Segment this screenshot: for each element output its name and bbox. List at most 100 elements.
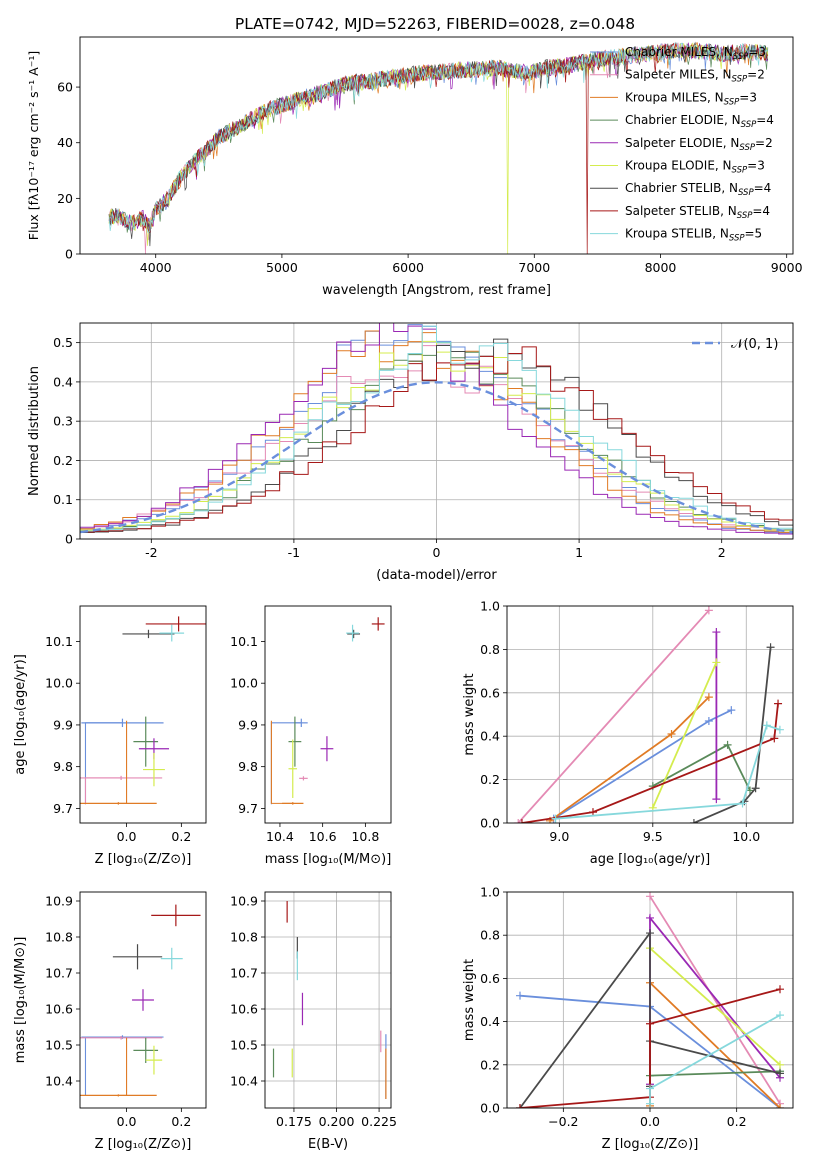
legend: Chabrier MILES, NSSP=3 Salpeter MILES, NS… [590, 45, 774, 244]
x-tick-label: 0.200 [319, 1114, 355, 1129]
weight-marker [723, 740, 732, 749]
y-tick-label: 10.5 [45, 1038, 73, 1053]
axes-frame [79, 322, 794, 540]
x-tick-label: 4000 [140, 260, 172, 275]
y-axis-label: mass weight [462, 959, 477, 1041]
weight-marker [667, 730, 676, 739]
x-axis-label: mass [log₁₀(M/M⊙)] [265, 852, 392, 867]
legend-entry: Chabrier STELIB, NSSP=4 [625, 181, 771, 198]
weight-marker [704, 606, 713, 615]
y-tick-label: 9.8 [53, 759, 73, 774]
x-axis-label: Z [log₁₀(Z/Z⊙)] [95, 852, 192, 867]
y-tick-label: 10.7 [230, 966, 258, 981]
y-tick-label: 10.6 [45, 1002, 73, 1017]
spectrum-line [108, 41, 769, 254]
y-tick-label: 0.8 [480, 642, 500, 657]
x-tick-label: 0.225 [361, 1114, 397, 1129]
x-tick-label: 0.2 [171, 829, 191, 844]
weight-marker [776, 1069, 784, 1078]
legend-entry: 𝒩(0, 1) [731, 337, 778, 352]
x-tick-label: 10.4 [266, 829, 294, 844]
y-tick-label: 10.8 [45, 930, 73, 945]
y-tick-label: 0.2 [53, 453, 73, 468]
x-tick-label: -1 [288, 545, 300, 560]
legend-entry: Salpeter STELIB, NSSP=4 [625, 204, 770, 221]
x-tick-label: 9.5 [643, 829, 663, 844]
y-tick-label: 9.7 [53, 801, 73, 816]
y-tick-label: 0.4 [480, 729, 500, 744]
legend-entry: Kroupa MILES, NSSP=3 [625, 90, 757, 107]
weight-marker [551, 814, 560, 823]
y-tick-label: 10.6 [230, 1002, 258, 1017]
y-tick-label: 40 [57, 135, 73, 150]
weight-line [521, 703, 779, 823]
weight-line [651, 662, 718, 809]
y-axis-label: Normed distribution [27, 366, 42, 496]
weight-marker [776, 1060, 784, 1069]
normal-curve [80, 381, 793, 534]
y-tick-label: 9.9 [238, 717, 258, 732]
x-tick-label: 10.8 [351, 829, 379, 844]
connector-line [118, 1037, 128, 1096]
y-tick-label: 1.0 [480, 885, 500, 900]
weight-marker [762, 721, 771, 730]
y-tick-label: 10.7 [45, 966, 73, 981]
axes-frame [79, 891, 207, 1109]
axes-frame [79, 36, 794, 255]
y-tick-label: 0 [65, 532, 73, 547]
x-axis-label: Z [log₁₀(Z/Z⊙)] [602, 1137, 699, 1152]
y-tick-label: 0.0 [480, 1101, 500, 1116]
weight-marker [776, 985, 784, 994]
panel-age_vs_Z: 0.0 0.2 9.7 9.8 9.9 10.0 10.1 Z [log₁₀(Z/Z⊙)] ag… [13, 605, 207, 867]
x-tick-label: 0.175 [276, 1114, 312, 1129]
x-tick-label: 0.0 [117, 829, 137, 844]
y-tick-label: 0.3 [53, 414, 73, 429]
legend-entry: Kroupa ELODIE, NSSP=3 [625, 159, 765, 176]
y-tick-label: 0.1 [53, 492, 73, 507]
weight-marker [776, 1104, 784, 1108]
weight-marker [514, 819, 523, 823]
y-tick-label: 10.0 [45, 676, 73, 691]
panel-weight_vs_Z: −0.2 0.0 0.2 0.0 0.2 0.4 0.6 0.8 1.0 Z [log₁₀(Z/Z… [462, 885, 794, 1152]
plot-area-weight_vs_age [514, 606, 784, 823]
y-tick-label: 0.4 [53, 374, 73, 389]
x-tick-label: -2 [145, 545, 157, 560]
y-tick-label: 10.4 [230, 1074, 258, 1089]
x-tick-label: 8000 [645, 260, 677, 275]
x-axis-label: (data-model)/error [376, 568, 497, 583]
weight-line [555, 724, 781, 820]
weight-line [553, 709, 732, 820]
connector-line [118, 720, 128, 804]
legend-entry: Chabrier ELODIE, NSSP=4 [625, 113, 774, 130]
x-tick-label: 9.0 [549, 829, 569, 844]
weight-line [693, 647, 772, 823]
weight-marker [727, 706, 736, 715]
x-tick-label: 2 [718, 545, 726, 560]
weight-marker [516, 1104, 524, 1108]
weight-marker [776, 1011, 784, 1020]
x-axis-label: age [log₁₀(age/yr)] [590, 852, 711, 867]
axes-frame [506, 891, 794, 1109]
weight-marker [704, 717, 713, 726]
y-tick-label: 10.5 [230, 1038, 258, 1053]
legend-entry: Kroupa STELIB, NSSP=5 [625, 227, 762, 244]
y-tick-label: 0.8 [480, 928, 500, 943]
y-tick-label: 10.8 [230, 930, 258, 945]
y-tick-label: 0.2 [480, 772, 500, 787]
plot-area-age_vs_Z [80, 616, 206, 805]
weight-marker [774, 699, 783, 708]
y-tick-label: 10.0 [230, 676, 258, 691]
weight-marker [516, 991, 524, 1000]
x-tick-label: 0.2 [171, 1114, 191, 1129]
legend-entry: Chabrier MILES, NSSP=3 [625, 45, 766, 62]
y-tick-label: 1.0 [480, 599, 500, 614]
legend-entry: Salpeter MILES, NSSP=2 [625, 68, 765, 85]
x-tick-label: 7000 [518, 260, 550, 275]
panel-spectrum: 4000 5000 6000 7000 8000 9000 0 20 40 60 wavelengt… [26, 36, 803, 298]
weight-marker [712, 795, 721, 804]
y-tick-label: 60 [57, 80, 73, 95]
y-tick-label: 0 [65, 247, 73, 262]
legend: 𝒩(0, 1) [692, 337, 778, 352]
weight-marker [704, 693, 713, 702]
